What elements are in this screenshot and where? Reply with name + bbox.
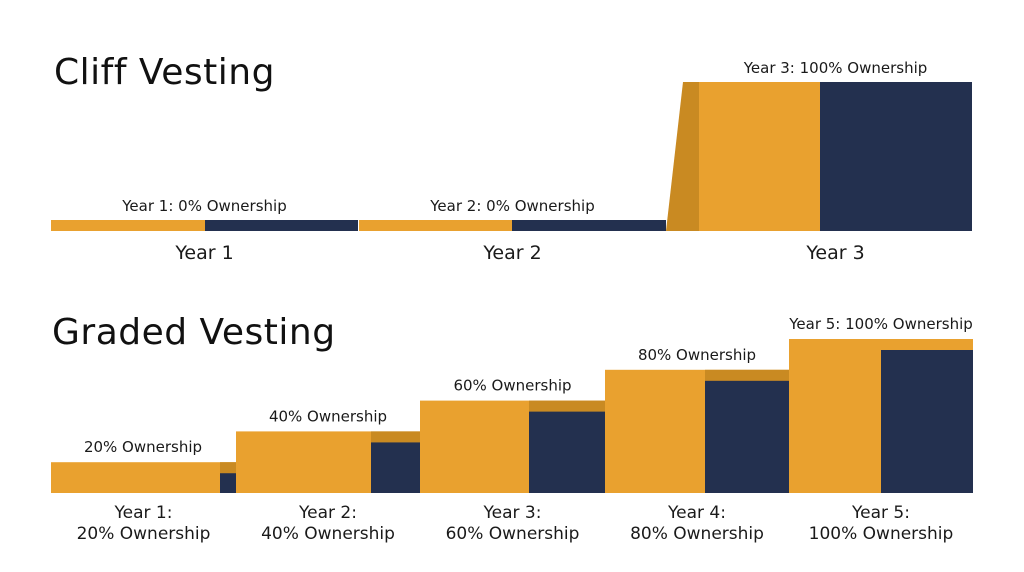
cliff-bar-gold <box>51 220 205 231</box>
graded-category-label: Year 2: <box>298 503 357 523</box>
graded-vesting-title: Graded Vesting <box>52 312 336 353</box>
graded-bar-navy <box>529 411 605 493</box>
graded-bar-navy <box>371 442 420 493</box>
graded-category-label: Year 4: <box>667 503 726 523</box>
cliff-vesting-title: Cliff Vesting <box>54 52 275 93</box>
cliff-bar-navy <box>820 82 972 231</box>
cliff-value-label: Year 3: 100% Ownership <box>743 59 928 77</box>
cliff-category-label: Year 2 <box>482 242 541 264</box>
graded-value-label: 60% Ownership <box>453 377 571 395</box>
cliff-jump-ramp <box>666 82 701 231</box>
graded-value-label: 20% Ownership <box>84 438 202 456</box>
graded-bar-navy <box>881 350 973 493</box>
graded-value-label: 80% Ownership <box>638 346 756 364</box>
cliff-value-label: Year 1: 0% Ownership <box>121 197 286 215</box>
graded-value-label: 40% Ownership <box>269 407 387 425</box>
graded-category-sublabel: 100% Ownership <box>809 524 954 544</box>
graded-bar-navy <box>220 473 236 493</box>
graded-category-sublabel: 60% Ownership <box>446 524 580 544</box>
graded-step-shadow <box>529 400 605 412</box>
graded-category-sublabel: 40% Ownership <box>261 524 395 544</box>
cliff-bar-navy <box>512 220 666 231</box>
graded-step-shadow <box>220 462 236 474</box>
cliff-bar-gold <box>359 220 512 231</box>
graded-category-label: Year 5: <box>851 503 910 523</box>
graded-bar-navy <box>705 380 789 493</box>
graded-value-label: Year 5: 100% Ownership <box>788 315 973 333</box>
graded-category-label: Year 3: <box>483 503 542 523</box>
cliff-category-label: Year 1 <box>174 242 233 264</box>
cliff-bar-navy <box>205 220 358 231</box>
graded-category-sublabel: 20% Ownership <box>77 524 211 544</box>
graded-category-label: Year 1: <box>114 503 173 523</box>
cliff-value-label: Year 2: 0% Ownership <box>429 197 594 215</box>
graded-bar-gold <box>51 462 236 493</box>
graded-category-sublabel: 80% Ownership <box>630 524 764 544</box>
graded-step-shadow <box>705 369 789 381</box>
cliff-category-label: Year 3 <box>805 242 864 264</box>
cliff-bar-gold <box>699 82 820 231</box>
graded-step-shadow <box>371 431 420 443</box>
